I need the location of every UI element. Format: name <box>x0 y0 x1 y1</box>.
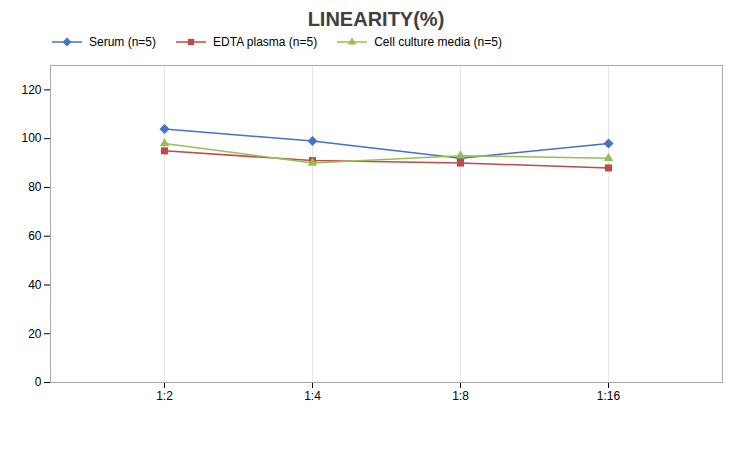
svg-text:100: 100 <box>21 131 41 145</box>
svg-text:120: 120 <box>21 83 41 97</box>
svg-text:1:4: 1:4 <box>304 389 321 403</box>
svg-text:0: 0 <box>35 375 42 389</box>
svg-text:1:16: 1:16 <box>597 389 621 403</box>
html-text:EDTA plasma (n=5): EDTA plasma (n=5) <box>213 35 318 49</box>
svg-text:60: 60 <box>28 229 42 243</box>
svg-text:1:2: 1:2 <box>156 389 173 403</box>
html-text:Serum (n=5): Serum (n=5) <box>89 35 156 49</box>
html-text:LINEARITY(%): LINEARITY(%) <box>307 8 445 30</box>
svg-text:80: 80 <box>28 180 42 194</box>
svg-text:40: 40 <box>28 278 42 292</box>
svg-text:1:8: 1:8 <box>452 389 469 403</box>
svg-text:20: 20 <box>28 327 42 341</box>
html-text:Cell culture media (n=5): Cell culture media (n=5) <box>374 35 502 49</box>
